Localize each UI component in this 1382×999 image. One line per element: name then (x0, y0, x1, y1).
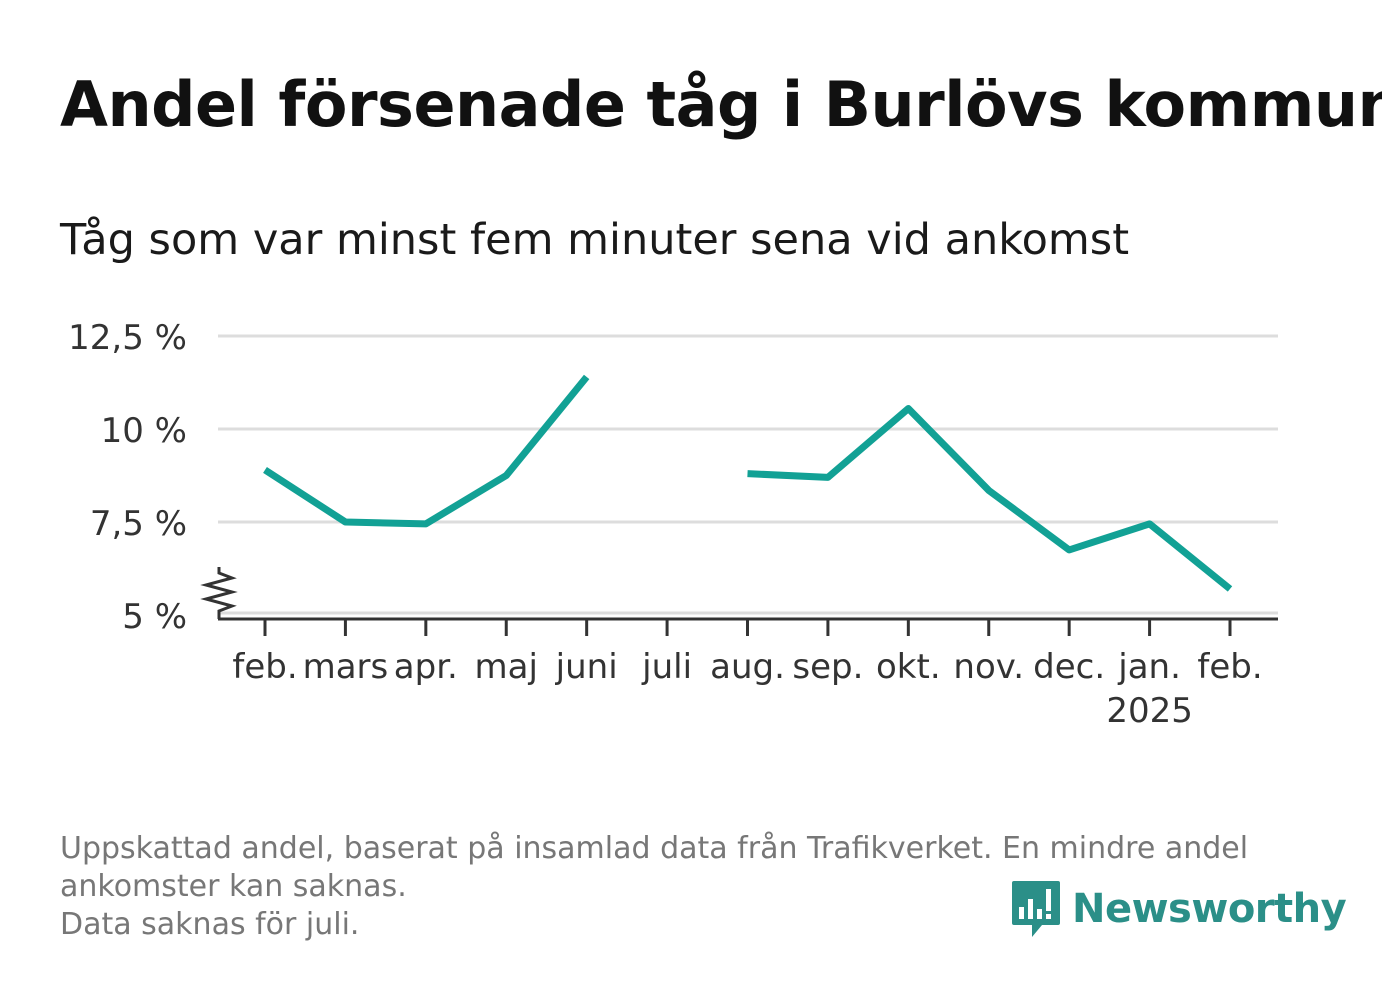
newsworthy-logo: Newsworthy (1010, 878, 1347, 940)
footnote: Uppskattad andel, baserat på insamlad da… (60, 830, 1310, 944)
y-tick-label: 12,5 % (68, 318, 187, 358)
chart-title: Andel försenade tåg i Burlövs kommun (60, 68, 1382, 141)
x-tick-label: aug. (710, 647, 785, 687)
chart-subtitle: Tåg som var minst fem minuter sena vid a… (60, 215, 1130, 265)
x-tick-label: mars (303, 647, 389, 687)
x-tick-label: sep. (792, 647, 863, 687)
newsworthy-chart-icon (1012, 881, 1060, 937)
x-tick-label: feb. (1197, 647, 1262, 687)
footnote-line-3: Data saknas för juli. (60, 907, 360, 942)
footnote-line-1: Uppskattad andel, baserat på insamlad da… (60, 831, 1249, 866)
footnote-line-2: ankomster kan saknas. (60, 869, 407, 904)
y-tick-label: 10 % (101, 411, 187, 451)
series-line (747, 405, 1233, 592)
y-tick-label: 7,5 % (90, 504, 187, 544)
x-tick-label: feb. (232, 647, 297, 687)
x-tick-label: juli (641, 647, 692, 687)
x-year-label: 2025 (1106, 691, 1193, 731)
x-tick-label: maj (475, 647, 538, 687)
x-tick-label: nov. (953, 647, 1024, 687)
x-tick-label: apr. (394, 647, 458, 687)
x-tick-label: jan. (1117, 647, 1181, 687)
series-line (263, 374, 590, 528)
x-tick-label: juni (555, 647, 618, 687)
y-tick-label: 5 % (122, 597, 187, 637)
newsworthy-wordmark: Newsworthy (1072, 886, 1347, 932)
x-tick-label: dec. (1033, 647, 1105, 687)
x-tick-label: okt. (876, 647, 941, 687)
y-axis-break-icon (200, 567, 238, 619)
